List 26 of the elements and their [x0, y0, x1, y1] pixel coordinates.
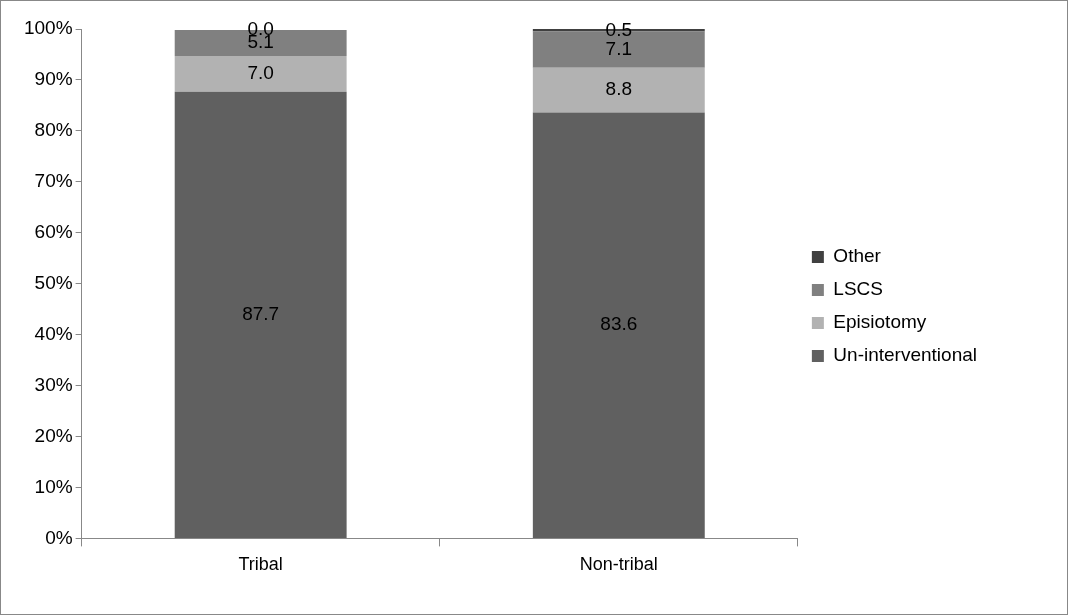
data-label: 7.0: [247, 62, 274, 84]
legend-label: Un-interventional: [833, 344, 978, 366]
y-tick-label: 80%: [34, 119, 73, 141]
bar: [532, 112, 705, 538]
y-tick-label: 20%: [34, 424, 73, 446]
data-label: 83.6: [600, 313, 638, 335]
bar: [174, 91, 347, 538]
y-tick-label: 10%: [34, 475, 73, 497]
x-tick-label: Tribal: [238, 554, 283, 575]
data-label: 8.8: [605, 78, 633, 100]
legend-label: Episiotomy: [833, 311, 927, 333]
y-tick-label: 60%: [34, 220, 73, 242]
y-tick-label: 0%: [45, 526, 73, 548]
y-tick-label: 30%: [34, 373, 73, 395]
legend-label: LSCS: [833, 278, 884, 300]
bar: [532, 67, 705, 113]
data-label: 7.1: [605, 37, 633, 59]
x-tick-label: Non-tribal: [579, 554, 658, 575]
legend-label: Other: [833, 245, 882, 267]
y-tick-label: 90%: [34, 68, 73, 90]
y-tick-label: 100%: [23, 17, 73, 39]
y-tick-label: 70%: [34, 170, 73, 192]
y-tick-label: 50%: [34, 271, 73, 293]
y-tick-label: 40%: [34, 322, 73, 344]
data-label: 87.7: [242, 303, 280, 325]
bar: [174, 56, 347, 92]
